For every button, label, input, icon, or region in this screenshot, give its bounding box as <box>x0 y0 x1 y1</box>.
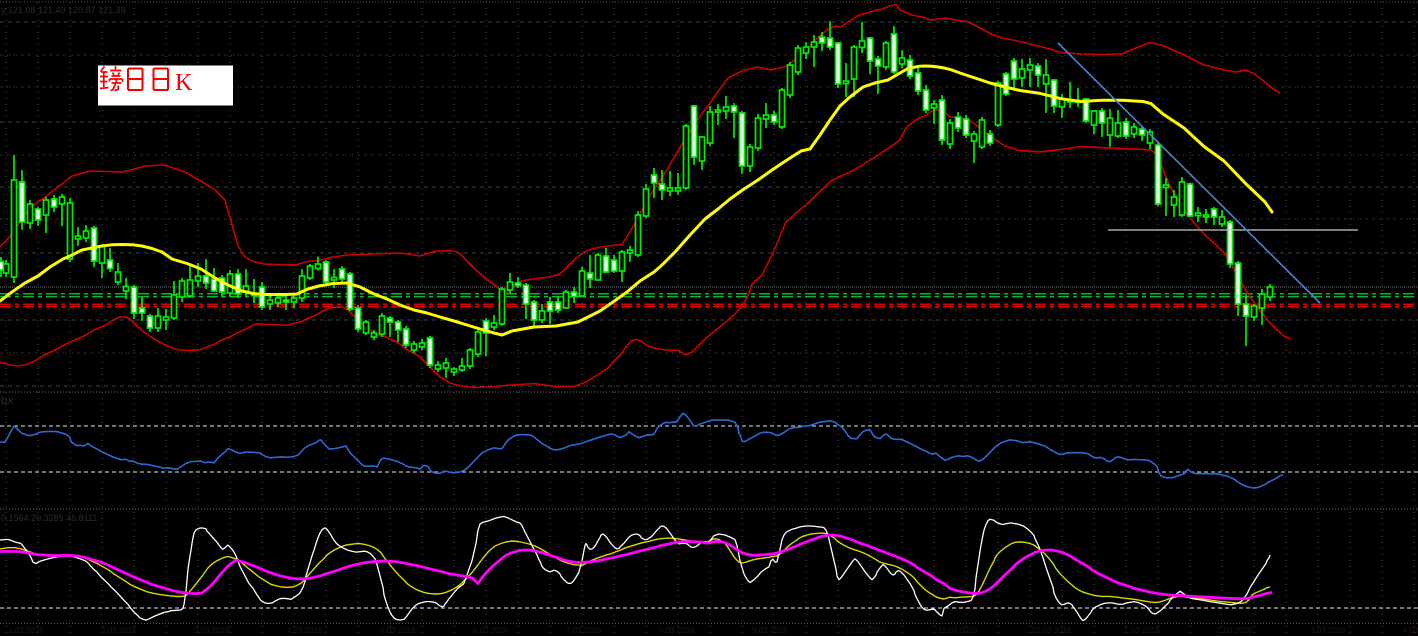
svg-text:8.03 2016: 8.03 2016 <box>659 626 695 635</box>
svg-text:3.03 2016: 3.03 2016 <box>194 626 230 635</box>
svg-text:y 121.08 121.49 120.87 121.39: y 121.08 121.49 120.87 121.39 <box>1 5 126 15</box>
svg-text:2.03 2016: 2.03 2016 <box>101 626 137 635</box>
svg-text:5.03 2016: 5.03 2016 <box>380 626 416 635</box>
svg-text:9.03 2016: 9.03 2016 <box>752 626 788 635</box>
svg-text:2.03 2016: 2.03 2016 <box>1217 626 1253 635</box>
svg-text:10.03 2016: 10.03 2016 <box>845 626 886 635</box>
svg-text:4.03 2016: 4.03 2016 <box>287 626 323 635</box>
svg-text:11.03 2016: 11.03 2016 <box>938 626 978 635</box>
svg-text:6.03 2016: 6.03 2016 <box>473 626 509 635</box>
svg-text:DX: DX <box>1 396 14 406</box>
svg-text:4.03 2016: 4.03 2016 <box>1403 626 1418 635</box>
svg-text:7.03 2016: 7.03 2016 <box>566 626 602 635</box>
svg-text:K: K <box>175 70 193 96</box>
svg-text:0.1564 20.3285 46.8111: 0.1564 20.3285 46.8111 <box>1 513 97 523</box>
svg-text:3.03 2016: 3.03 2016 <box>1310 626 1346 635</box>
svg-text:12.03 2016: 12.03 2016 <box>1031 626 1072 635</box>
svg-text:1.03 2016: 1.03 2016 <box>1124 626 1160 635</box>
svg-text:1.03 2016: 1.03 2016 <box>8 626 44 635</box>
